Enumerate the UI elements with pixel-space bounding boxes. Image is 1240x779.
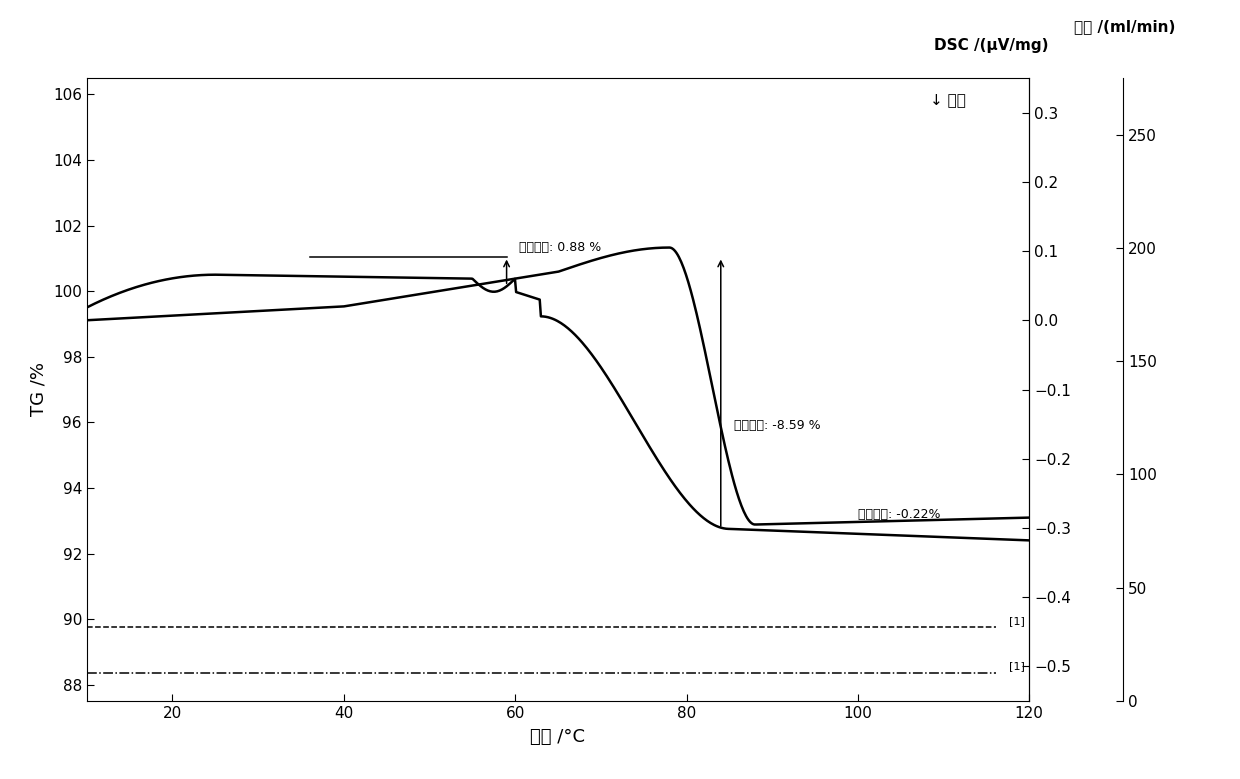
Text: ↓ 放热: ↓ 放热 (930, 93, 966, 108)
X-axis label: 温度 /°C: 温度 /°C (531, 728, 585, 746)
Y-axis label: TG /%: TG /% (30, 362, 47, 417)
Text: DSC /(μV/mg): DSC /(μV/mg) (934, 38, 1048, 53)
Text: [1]: [1] (1009, 661, 1025, 671)
Text: 质量变化: -0.22%: 质量变化: -0.22% (858, 508, 940, 520)
Text: 流量 /(ml/min): 流量 /(ml/min) (1074, 19, 1176, 34)
Text: [1]: [1] (1009, 615, 1025, 626)
Text: 质量变化: -8.59 %: 质量变化: -8.59 % (734, 419, 820, 432)
Text: 质量变化: 0.88 %: 质量变化: 0.88 % (520, 241, 601, 254)
